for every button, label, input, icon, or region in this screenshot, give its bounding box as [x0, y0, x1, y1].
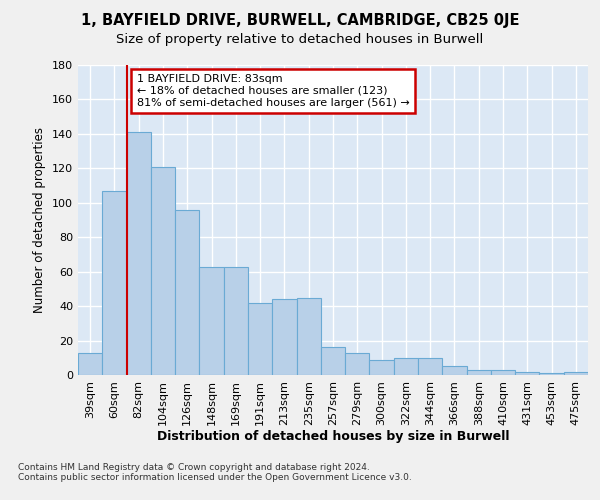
Bar: [370, 360, 394, 375]
Bar: [175, 210, 199, 375]
Y-axis label: Number of detached properties: Number of detached properties: [34, 127, 46, 313]
Text: 1, BAYFIELD DRIVE, BURWELL, CAMBRIDGE, CB25 0JE: 1, BAYFIELD DRIVE, BURWELL, CAMBRIDGE, C…: [81, 12, 519, 28]
Bar: [515, 372, 539, 375]
Bar: [151, 166, 175, 375]
Bar: [467, 370, 491, 375]
Bar: [296, 298, 321, 375]
Bar: [564, 372, 588, 375]
Text: 1 BAYFIELD DRIVE: 83sqm
← 18% of detached houses are smaller (123)
81% of semi-d: 1 BAYFIELD DRIVE: 83sqm ← 18% of detache…: [137, 74, 409, 108]
Bar: [442, 366, 467, 375]
Bar: [127, 132, 151, 375]
Bar: [199, 266, 224, 375]
Bar: [321, 348, 345, 375]
Bar: [418, 358, 442, 375]
Bar: [491, 370, 515, 375]
Bar: [539, 374, 564, 375]
Bar: [394, 358, 418, 375]
Text: Distribution of detached houses by size in Burwell: Distribution of detached houses by size …: [157, 430, 509, 443]
Bar: [224, 266, 248, 375]
Bar: [345, 352, 370, 375]
Bar: [272, 299, 296, 375]
Text: Contains HM Land Registry data © Crown copyright and database right 2024.
Contai: Contains HM Land Registry data © Crown c…: [18, 462, 412, 482]
Text: Size of property relative to detached houses in Burwell: Size of property relative to detached ho…: [116, 32, 484, 46]
Bar: [248, 302, 272, 375]
Bar: [78, 352, 102, 375]
Bar: [102, 190, 127, 375]
